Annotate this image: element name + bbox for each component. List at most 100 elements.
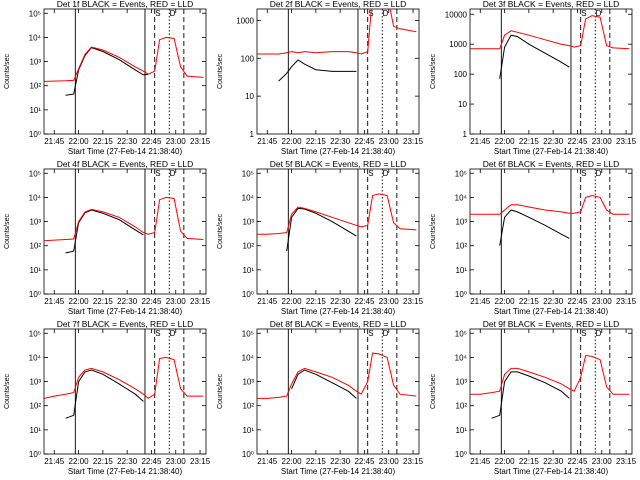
annotation: S <box>368 329 373 338</box>
y-tick-label: 10⁰ <box>29 450 41 459</box>
y-tick-label: 10¹ <box>242 266 254 275</box>
series-line <box>470 15 630 50</box>
y-tick-label: 1000 <box>236 16 254 25</box>
annotation: S <box>581 9 586 18</box>
x-tick-label: 22:00 <box>495 137 516 146</box>
y-tick-label: 10⁰ <box>242 290 254 299</box>
panel: Det 2f BLACK = Events, RED = LLD Counts/s… <box>217 0 424 156</box>
annotation: D <box>170 329 176 338</box>
x-tick-label: 22:15 <box>519 137 540 146</box>
x-tick-label: 22:45 <box>567 137 588 146</box>
y-tick-label: 10⁰ <box>242 450 254 459</box>
y-axis-label: Counts/sec <box>430 373 437 409</box>
y-tick-label: 10² <box>242 402 254 411</box>
y-axis-label: Counts/sec <box>4 213 11 249</box>
x-axis-label: Start Time (27-Feb-14 21:38:40) <box>494 147 609 156</box>
x-tick-label: 22:45 <box>354 137 375 146</box>
chart-title: Det 4f BLACK = Events, RED = LLD <box>57 159 194 169</box>
x-tick-label: 21:45 <box>470 297 491 306</box>
y-tick-label: 10³ <box>242 218 254 227</box>
plot-frame <box>43 168 207 295</box>
y-tick-label: 10² <box>455 242 467 251</box>
series-line <box>44 36 204 82</box>
x-tick-label: 23:00 <box>166 457 187 466</box>
series-line <box>470 354 630 395</box>
y-tick-label: 10² <box>29 402 41 411</box>
y-tick-label: 10⁴ <box>29 353 42 362</box>
y-tick-label: 10⁰ <box>455 290 467 299</box>
annotation: D <box>170 169 176 178</box>
y-tick-label: 100 <box>454 70 468 79</box>
x-tick-label: 22:00 <box>495 457 516 466</box>
y-tick-label: 10⁰ <box>455 450 467 459</box>
y-tick-label: 10⁴ <box>455 353 468 362</box>
plot-frame <box>469 168 633 295</box>
x-tick-label: 23:15 <box>403 297 424 306</box>
x-tick-label: 22:00 <box>495 297 516 306</box>
y-tick-label: 10000 <box>445 10 468 19</box>
y-tick-label: 1 <box>463 130 468 139</box>
x-tick-label: 23:15 <box>190 137 211 146</box>
y-tick-label: 10⁴ <box>455 193 468 202</box>
chart-title: Det 7f BLACK = Events, RED = LLD <box>57 319 194 329</box>
x-tick-label: 22:30 <box>330 457 351 466</box>
y-tick-label: 10¹ <box>242 426 254 435</box>
x-tick-label: 22:45 <box>354 457 375 466</box>
x-tick-label: 22:30 <box>117 457 138 466</box>
plot-frame <box>469 8 633 135</box>
y-axis-label: Counts/sec <box>217 213 224 249</box>
x-tick-label: 21:45 <box>470 457 491 466</box>
panel: Det 6f BLACK = Events, RED = LLD Counts/s… <box>430 159 637 316</box>
x-tick-label: 22:15 <box>306 457 327 466</box>
x-tick-label: 23:00 <box>379 457 400 466</box>
x-tick-label: 23:00 <box>379 137 400 146</box>
y-tick-label: 10¹ <box>455 266 467 275</box>
series-line <box>65 47 149 96</box>
annotation: D <box>596 9 602 18</box>
series-line <box>291 369 357 399</box>
x-tick-label: 23:15 <box>403 137 424 146</box>
annotation: D <box>383 169 389 178</box>
x-tick-label: 22:30 <box>543 137 564 146</box>
x-tick-label: 22:30 <box>117 297 138 306</box>
x-tick-label: 22:00 <box>282 137 303 146</box>
x-axis-label: Start Time (27-Feb-14 21:38:40) <box>68 467 183 476</box>
y-tick-label: 10⁵ <box>242 169 254 178</box>
y-tick-label: 10² <box>29 82 41 91</box>
x-axis-label: Start Time (27-Feb-14 21:38:40) <box>281 467 396 476</box>
x-axis-label: Start Time (27-Feb-14 21:38:40) <box>494 307 609 316</box>
x-tick-label: 22:30 <box>543 457 564 466</box>
y-axis-label: Counts/sec <box>217 373 224 409</box>
series-line <box>499 209 570 246</box>
y-tick-label: 10⁰ <box>29 130 41 139</box>
x-tick-label: 22:45 <box>567 297 588 306</box>
x-tick-label: 22:00 <box>282 457 303 466</box>
y-tick-label: 10³ <box>29 378 41 387</box>
chart-title: Det 8f BLACK = Events, RED = LLD <box>270 319 407 329</box>
x-tick-label: 22:45 <box>141 457 162 466</box>
panel: Det 1f BLACK = Events, RED = LLD Counts/s… <box>4 0 211 156</box>
y-tick-label: 10³ <box>455 378 467 387</box>
x-tick-label: 22:45 <box>141 297 162 306</box>
y-tick-label: 10 <box>458 100 467 109</box>
x-tick-label: 21:45 <box>257 457 278 466</box>
x-tick-label: 22:15 <box>93 457 114 466</box>
x-tick-label: 22:45 <box>141 137 162 146</box>
y-tick-label: 10¹ <box>455 426 467 435</box>
series-line <box>470 194 630 215</box>
chart-title: Det 3f BLACK = Events, RED = LLD <box>483 0 620 9</box>
y-tick-label: 10² <box>242 242 254 251</box>
x-tick-label: 23:15 <box>616 457 637 466</box>
x-axis-label: Start Time (27-Feb-14 21:38:40) <box>281 307 396 316</box>
annotation: S <box>581 169 586 178</box>
x-tick-label: 21:45 <box>257 297 278 306</box>
y-axis-label: Counts/sec <box>4 53 11 89</box>
y-tick-label: 10⁵ <box>29 329 41 338</box>
annotation: D <box>383 9 389 18</box>
annotation: D <box>596 169 602 178</box>
y-tick-label: 10³ <box>242 378 254 387</box>
y-tick-label: 10⁵ <box>242 329 254 338</box>
series-line <box>286 207 357 252</box>
x-tick-label: 22:30 <box>543 297 564 306</box>
